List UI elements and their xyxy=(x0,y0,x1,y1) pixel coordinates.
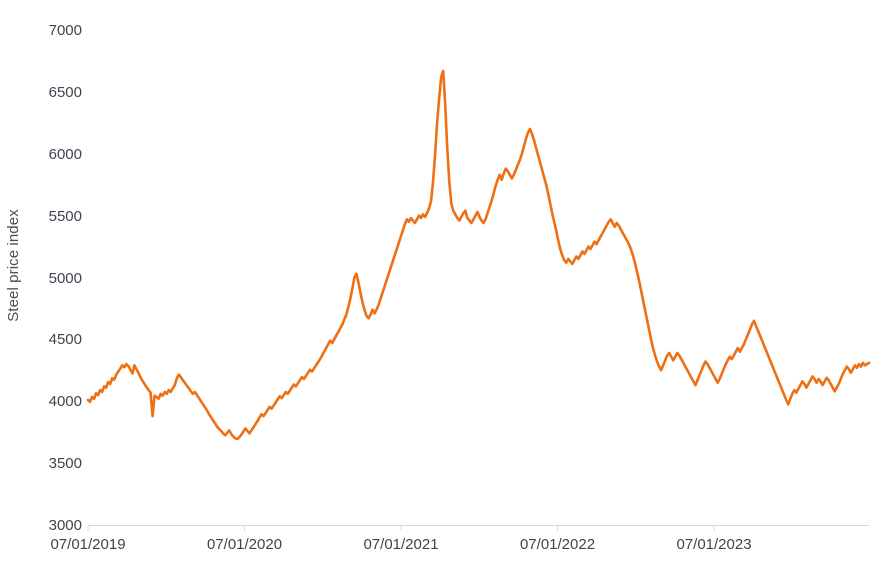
x-axis xyxy=(87,525,869,531)
y-axis-tick-labels: 7000 6500 6000 5500 5000 4500 4000 3500 3000 xyxy=(20,0,82,563)
y-tick-label: 7000 xyxy=(48,22,82,39)
y-tick-label: 4000 xyxy=(48,393,82,411)
y-tick-label: 3000 xyxy=(48,517,82,534)
y-tick-label: 6000 xyxy=(48,145,82,163)
y-tick-label: 3500 xyxy=(48,455,82,473)
x-tick-label: 07/01/2022 xyxy=(519,536,596,553)
x-axis-ticks xyxy=(87,525,715,531)
x-tick-label: 07/01/2023 xyxy=(676,536,752,553)
y-tick-label: 6500 xyxy=(48,83,82,101)
series-line-steel-price-index xyxy=(86,69,871,441)
y-tick-label: 4500 xyxy=(48,331,82,349)
y-tick-label: 5000 xyxy=(48,269,82,287)
x-tick-label: 07/01/2019 xyxy=(50,536,126,553)
y-tick-label: 5500 xyxy=(48,207,82,225)
x-tick-label: 07/01/2021 xyxy=(363,536,439,553)
x-tick-label: 07/01/2020 xyxy=(206,536,283,553)
